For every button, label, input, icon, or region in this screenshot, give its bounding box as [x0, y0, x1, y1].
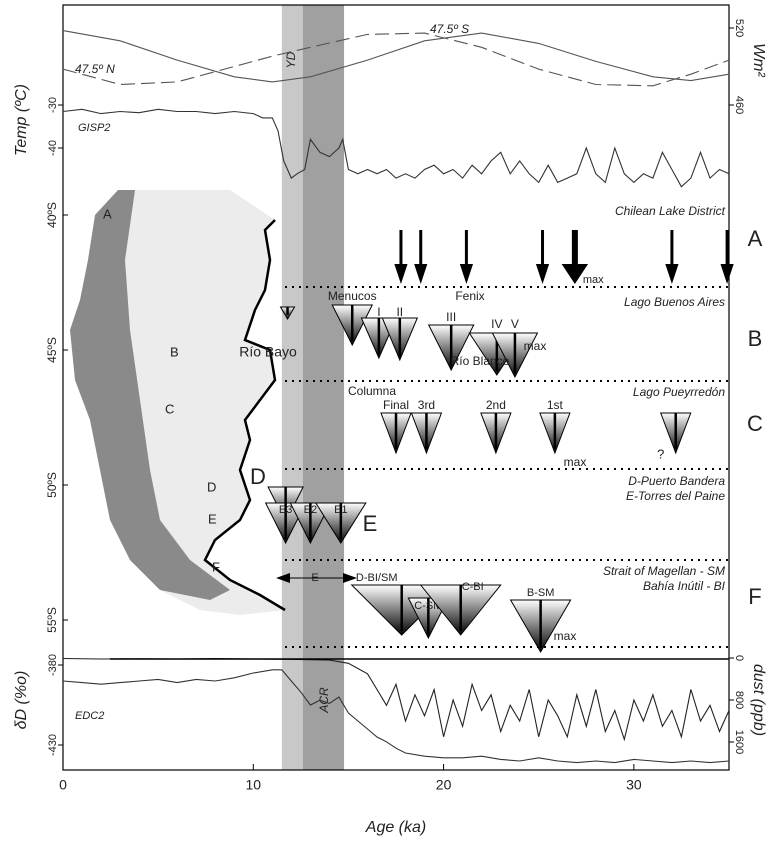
- range-head: [343, 573, 357, 583]
- region-note: max: [564, 455, 587, 469]
- item-label: Menucos: [328, 289, 377, 303]
- series-label: GISP2: [78, 122, 110, 134]
- y-tick-label: -380: [47, 654, 59, 676]
- lat-tick-label: 45ºS: [45, 337, 59, 363]
- item-label: IV: [491, 317, 502, 331]
- item-label: E2: [304, 504, 317, 516]
- map: [70, 190, 285, 615]
- map-label: B: [170, 344, 179, 359]
- region-name: Lago Pueyrredón: [633, 385, 725, 399]
- y-tick-label: -40: [47, 140, 59, 156]
- data-line: [63, 659, 729, 740]
- item-label: 2nd: [486, 398, 506, 412]
- item-label: III: [446, 310, 456, 324]
- item-label: B-SM: [527, 587, 555, 599]
- item-label: I: [377, 305, 380, 319]
- y-tick-label: 1600: [733, 730, 745, 754]
- region-name: Lago Buenos Aires: [624, 295, 725, 309]
- region-note: Columna: [348, 384, 396, 398]
- arrow-head: [460, 264, 473, 284]
- region-name: D-Puerto Bandera: [628, 474, 725, 488]
- series-label: EDC2: [75, 710, 104, 722]
- y-tick-label: 800: [733, 691, 745, 709]
- x-tick-label: 0: [59, 777, 67, 793]
- data-line: [63, 31, 729, 82]
- item-label: C-BI: [462, 581, 484, 593]
- item-label: max: [583, 274, 604, 286]
- item-label: D-BI/SM: [356, 572, 398, 584]
- region-letter: F: [748, 584, 761, 609]
- map-label: D: [207, 479, 216, 494]
- region-note: max: [524, 339, 547, 353]
- y-axis-title: δD (%o): [13, 671, 30, 730]
- item-label: D: [250, 464, 266, 489]
- arrow-head: [665, 264, 678, 284]
- background: [282, 5, 344, 770]
- band-label: YD: [284, 51, 298, 68]
- y-tick-label: 460: [733, 96, 745, 114]
- figure: YDACR0102030Age (ka)520460Wm²-30-40Temp …: [0, 0, 779, 867]
- item-label: 3rd: [418, 398, 435, 412]
- map-label: C: [165, 401, 174, 416]
- data-line: [63, 109, 729, 186]
- y-axis-title: Temp (ºC): [13, 84, 30, 156]
- series-label: 47.5º S: [430, 22, 469, 36]
- region-name: Strait of Magellan - SM: [603, 564, 725, 578]
- map-label: F: [212, 559, 220, 574]
- y-tick-label: -30: [47, 97, 59, 113]
- region-note: Río Blanco: [451, 354, 510, 368]
- region-name: Bahía Inútil - BI: [643, 579, 726, 593]
- y-axis-title: Wm²: [750, 43, 767, 77]
- item-label: Final: [383, 398, 409, 412]
- arrow-head: [536, 264, 549, 284]
- map-label: A: [103, 206, 112, 221]
- item-label: II: [396, 305, 403, 319]
- lat-tick-label: 40ºS: [45, 202, 59, 228]
- item-label: 1st: [547, 398, 564, 412]
- arrow-head: [414, 264, 427, 284]
- lat-tick-label: 55ºS: [45, 607, 59, 633]
- map-label: E: [208, 511, 217, 526]
- item-label: E3: [279, 504, 292, 516]
- y-axis-title: dust (ppb): [750, 664, 767, 736]
- x-tick-label: 20: [436, 777, 452, 793]
- data-line: [63, 33, 729, 86]
- region-letter: A: [748, 226, 763, 251]
- region-name: Chilean Lake District: [615, 204, 726, 218]
- arrow-head: [720, 264, 733, 284]
- y-tick-label: -430: [47, 734, 59, 756]
- arrow-head: [394, 264, 407, 284]
- lat-tick-label: 50ºS: [45, 472, 59, 498]
- x-tick-label: 30: [626, 777, 642, 793]
- y-tick-label: 0: [733, 655, 745, 661]
- band: [303, 5, 344, 770]
- region-letter: B: [748, 326, 763, 351]
- region-letter: C: [747, 411, 763, 436]
- band: [282, 5, 303, 770]
- x-axis-title: Age (ka): [365, 819, 426, 836]
- region-note: E: [363, 511, 378, 536]
- y-tick-label: 520: [733, 19, 745, 37]
- region-name: E-Torres del Paine: [626, 489, 725, 503]
- item-label: E1: [334, 504, 347, 516]
- region-note: max: [554, 629, 577, 643]
- item-label: V: [511, 317, 519, 331]
- region-note: Fenix: [455, 289, 484, 303]
- x-tick-label: 10: [245, 777, 261, 793]
- item-label: ?: [657, 446, 664, 461]
- series-label: 47.5º N: [75, 62, 115, 76]
- item-label: Río Bayo: [239, 344, 297, 360]
